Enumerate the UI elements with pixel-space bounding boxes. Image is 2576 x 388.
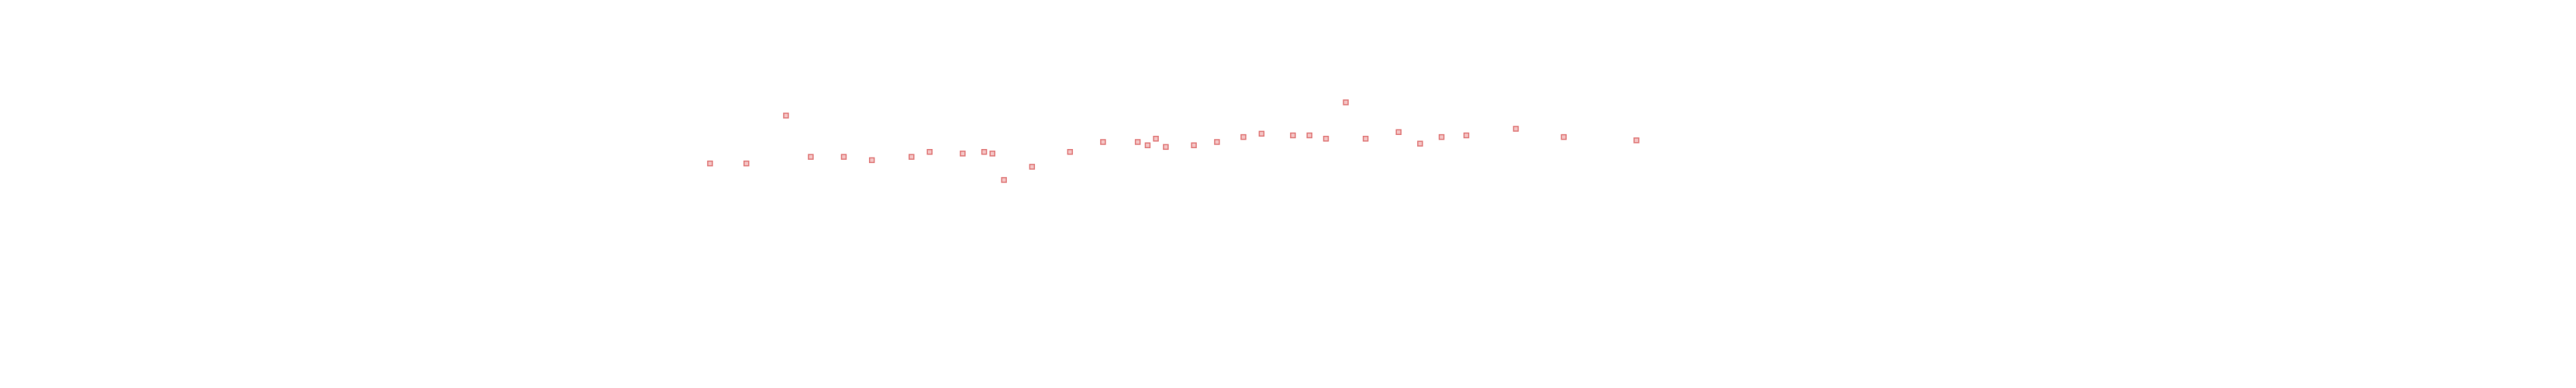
- point: [1191, 142, 1197, 148]
- point: [1144, 142, 1151, 148]
- point: [926, 148, 933, 155]
- point: [960, 151, 966, 157]
- point: [1322, 135, 1329, 142]
- point: [989, 151, 995, 157]
- point: [707, 160, 713, 167]
- point: [743, 160, 750, 167]
- point: [909, 154, 915, 160]
- point: [1001, 177, 1007, 183]
- point: [1343, 99, 1349, 106]
- point: [1417, 140, 1423, 147]
- point: [808, 154, 814, 160]
- point: [1163, 144, 1169, 151]
- point: [1258, 130, 1265, 137]
- point: [1214, 139, 1220, 145]
- point: [868, 157, 875, 164]
- point: [1153, 135, 1159, 142]
- point: [1438, 133, 1445, 140]
- point: [1512, 126, 1519, 132]
- point: [1633, 137, 1640, 144]
- point: [1029, 164, 1036, 170]
- point: [1560, 133, 1567, 140]
- point: [981, 148, 988, 155]
- point: [1240, 133, 1247, 140]
- point: [1306, 132, 1312, 139]
- point: [1100, 139, 1106, 145]
- point: [1463, 132, 1470, 139]
- point: [1290, 132, 1296, 139]
- point: [1134, 139, 1141, 145]
- point: [1362, 135, 1369, 142]
- point: [840, 154, 847, 160]
- point: [1395, 129, 1402, 135]
- point: [1067, 148, 1074, 155]
- point: [783, 113, 789, 119]
